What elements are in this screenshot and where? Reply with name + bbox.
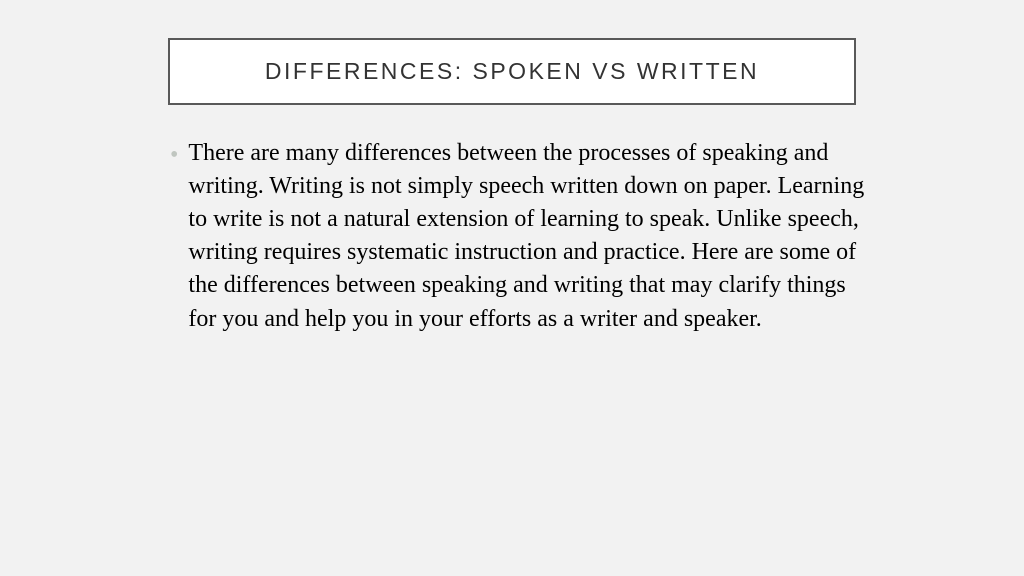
bullet-icon: • — [170, 139, 178, 173]
bullet-item: • There are many differences between the… — [170, 137, 872, 336]
body-text: There are many differences between the p… — [188, 137, 872, 336]
content-area: • There are many differences between the… — [152, 137, 872, 336]
title-box: DIFFERENCES: SPOKEN VS WRITTEN — [168, 38, 856, 105]
slide-title: DIFFERENCES: SPOKEN VS WRITTEN — [230, 58, 794, 85]
